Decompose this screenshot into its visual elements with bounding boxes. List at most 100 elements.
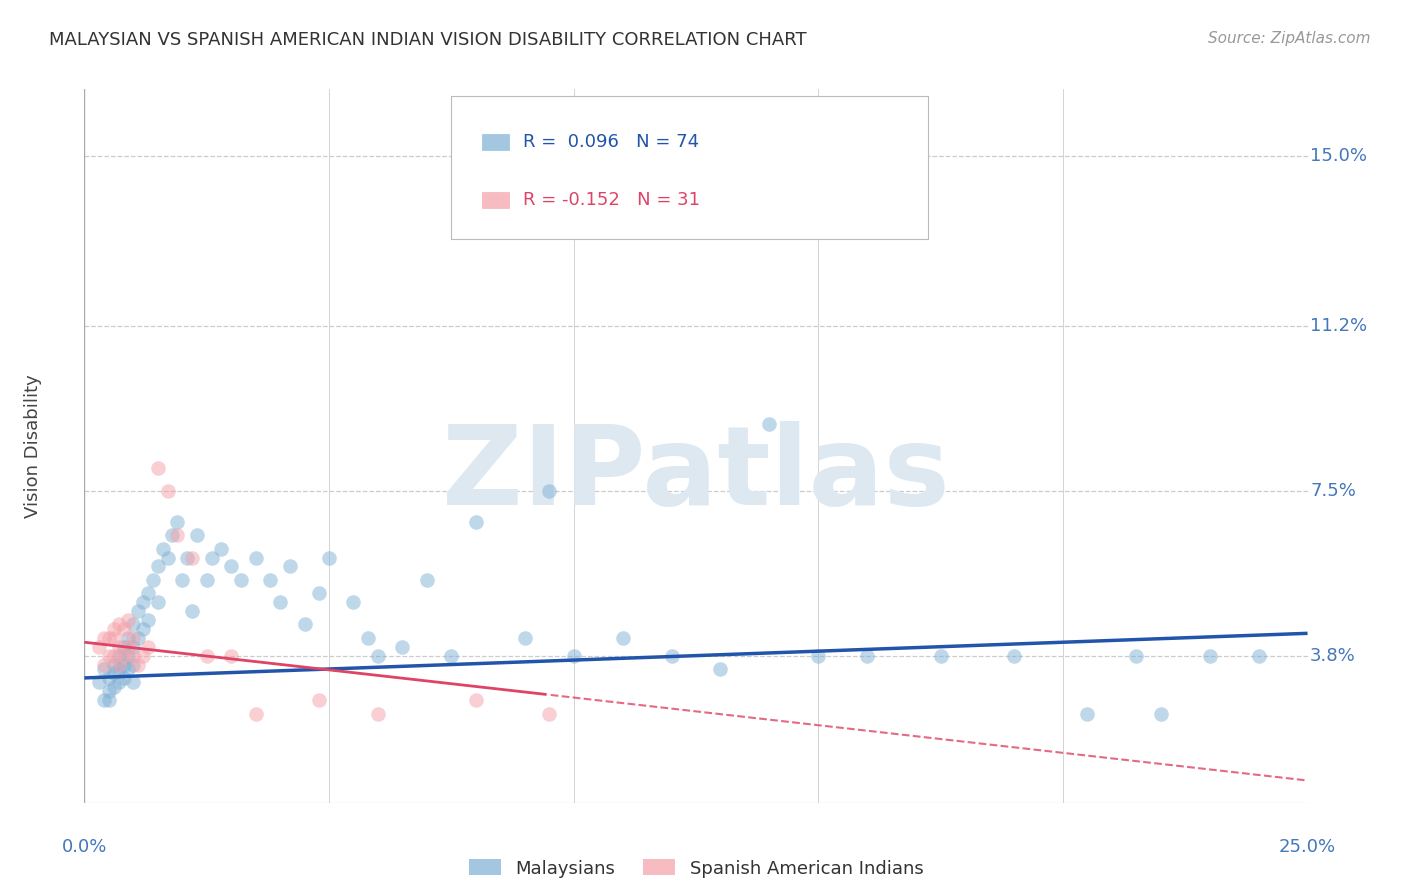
Text: ZIPatlas: ZIPatlas [441, 421, 950, 528]
Point [132, 622, 155, 636]
Point [186, 528, 208, 542]
Point [538, 706, 561, 721]
Point [440, 648, 463, 663]
Point [112, 622, 135, 636]
Point [308, 586, 330, 600]
Point [93, 657, 115, 672]
FancyBboxPatch shape [482, 134, 509, 150]
Point [245, 706, 267, 721]
Point [97, 671, 120, 685]
Text: 3.8%: 3.8% [1310, 647, 1355, 665]
Point [117, 631, 139, 645]
Point [1247, 648, 1270, 663]
Point [162, 528, 184, 542]
Point [107, 662, 129, 676]
Point [122, 631, 145, 645]
Point [87, 640, 110, 654]
Point [97, 631, 120, 645]
Point [229, 573, 252, 587]
FancyBboxPatch shape [451, 96, 928, 239]
Point [97, 693, 120, 707]
Point [200, 550, 222, 565]
Point [103, 622, 125, 636]
Point [661, 648, 683, 663]
Point [142, 573, 165, 587]
Point [146, 595, 169, 609]
Point [367, 648, 389, 663]
Point [929, 648, 952, 663]
Point [1198, 648, 1220, 663]
Text: 7.5%: 7.5% [1310, 482, 1355, 500]
Point [107, 675, 129, 690]
Point [122, 617, 145, 632]
Point [97, 648, 120, 663]
Point [103, 680, 125, 694]
Point [538, 483, 561, 498]
FancyBboxPatch shape [482, 192, 509, 208]
Point [342, 595, 364, 609]
Point [209, 541, 232, 556]
Point [294, 617, 316, 632]
Text: R = -0.152   N = 31: R = -0.152 N = 31 [523, 191, 700, 209]
Point [219, 559, 242, 574]
Point [1076, 706, 1098, 721]
Point [269, 595, 291, 609]
Point [176, 550, 198, 565]
Point [758, 417, 780, 431]
Point [245, 550, 267, 565]
Point [97, 684, 120, 698]
Point [318, 550, 340, 565]
Point [807, 648, 830, 663]
Point [181, 604, 204, 618]
Legend: Malaysians, Spanish American Indians: Malaysians, Spanish American Indians [460, 850, 932, 887]
Point [103, 648, 125, 663]
Point [464, 515, 486, 529]
Point [112, 640, 135, 654]
Point [136, 613, 159, 627]
Point [513, 631, 536, 645]
Point [166, 528, 188, 542]
Point [87, 675, 110, 690]
Point [367, 706, 389, 721]
Point [103, 631, 125, 645]
Point [156, 550, 179, 565]
Text: Vision Disability: Vision Disability [24, 374, 42, 518]
Point [612, 631, 634, 645]
Point [93, 693, 115, 707]
Point [127, 604, 149, 618]
Point [117, 662, 139, 676]
Text: 0.0%: 0.0% [62, 838, 107, 856]
Point [391, 640, 413, 654]
Point [132, 648, 155, 663]
Point [93, 631, 115, 645]
Point [93, 662, 115, 676]
Point [112, 648, 135, 663]
Point [308, 693, 330, 707]
Point [146, 461, 169, 475]
Text: Source: ZipAtlas.com: Source: ZipAtlas.com [1208, 31, 1371, 46]
Text: 25.0%: 25.0% [1279, 838, 1336, 856]
Point [357, 631, 380, 645]
Point [278, 559, 301, 574]
Point [1125, 648, 1147, 663]
Point [107, 648, 129, 663]
Point [562, 648, 585, 663]
Text: 11.2%: 11.2% [1310, 317, 1367, 334]
Point [195, 648, 218, 663]
Point [132, 595, 155, 609]
Point [103, 666, 125, 681]
Point [136, 640, 159, 654]
Point [122, 675, 145, 690]
Point [146, 559, 169, 574]
Point [1002, 648, 1025, 663]
Point [464, 693, 486, 707]
Point [117, 613, 139, 627]
Point [112, 657, 135, 672]
Point [416, 573, 439, 587]
Point [122, 657, 145, 672]
Point [107, 617, 129, 632]
Point [136, 586, 159, 600]
Point [107, 657, 129, 672]
Point [181, 550, 204, 565]
Point [709, 662, 731, 676]
